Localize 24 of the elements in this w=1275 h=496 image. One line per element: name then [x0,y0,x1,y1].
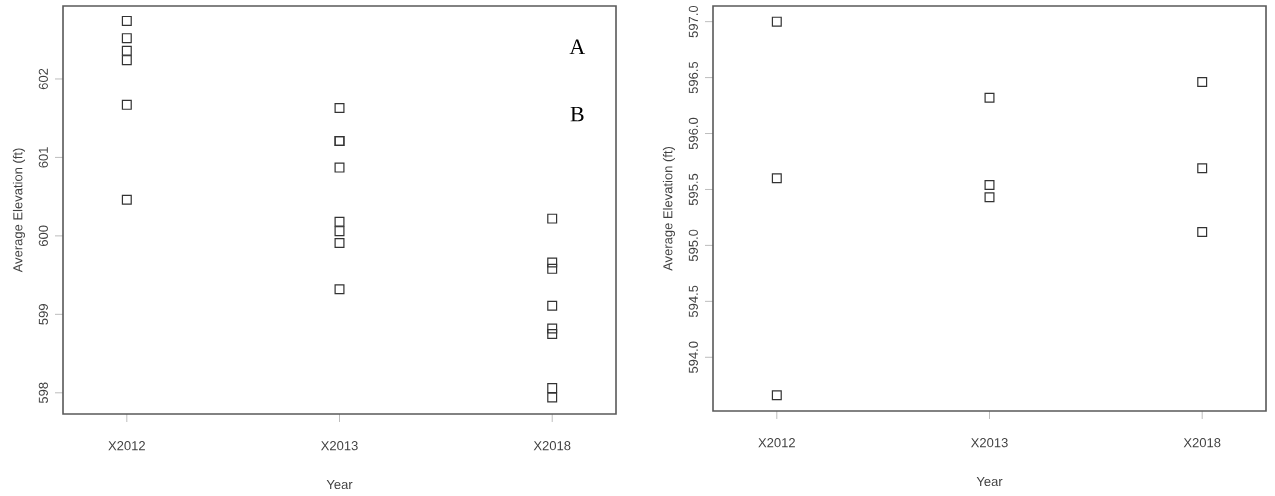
y-axis-title: Average Elevation (ft) [12,148,26,273]
x-tick-label: X2013 [970,438,1008,448]
y-axis-title: Average Elevation (ft) [662,146,675,271]
y-tick-label: 596.5 [688,61,698,94]
x-tick-label: X2012 [108,441,145,451]
x-tick-label: X2018 [533,441,571,451]
y-tick-label: 600 [38,225,48,247]
y-tick-label: 594.0 [688,341,698,374]
y-tick-label: 602 [38,68,48,90]
x-tick-label: X2012 [758,438,795,448]
annotation: A [569,39,586,55]
x-tick-label: X2013 [321,441,358,451]
y-tick-label: 596.0 [688,117,698,150]
y-tick-label: 595.5 [688,173,698,206]
annotation: B [570,106,584,122]
x-axis-title: Year [326,479,353,490]
y-tick-label: 595.0 [688,229,698,262]
x-tick-label: X2018 [1183,438,1221,448]
y-tick-label: 597.0 [688,5,698,38]
y-tick-label: 598 [38,382,48,404]
y-tick-label: 599 [38,304,48,325]
y-tick-label: 594.5 [688,285,698,318]
x-axis-title: Year [976,476,1003,487]
y-tick-label: 601 [38,147,48,168]
